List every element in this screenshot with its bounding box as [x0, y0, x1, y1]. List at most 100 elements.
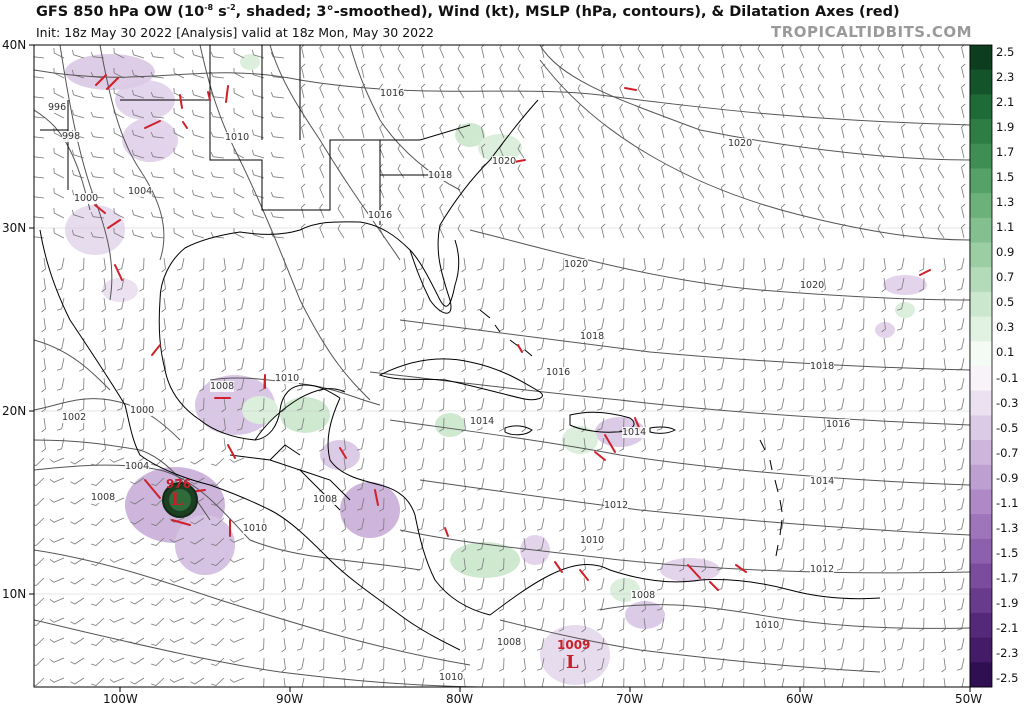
wind-barb — [361, 163, 366, 179]
wind-barb — [896, 257, 905, 271]
wind-barb — [799, 577, 805, 592]
wind-barb — [881, 537, 886, 553]
colorbar-swatch — [970, 538, 992, 565]
wind-barb — [79, 357, 85, 372]
wind-barb — [941, 517, 946, 533]
wind-barb — [541, 163, 546, 179]
wind-barb — [499, 397, 505, 412]
wind-barb — [90, 91, 105, 99]
wind-barb — [461, 597, 466, 613]
wind-barb — [761, 337, 766, 353]
wind-barb — [776, 337, 785, 351]
wind-barb — [401, 297, 406, 313]
wind-barb — [781, 63, 786, 79]
wind-barb — [211, 477, 225, 486]
wind-barb — [941, 557, 946, 573]
wind-barb — [319, 557, 325, 572]
wind-barb — [596, 557, 605, 571]
wind-barb — [581, 517, 586, 533]
wind-barb — [536, 357, 545, 371]
wind-barb — [236, 377, 245, 391]
wind-barb — [821, 637, 826, 653]
wind-barb — [91, 517, 105, 526]
wind-barb — [116, 277, 125, 291]
wind-barb — [281, 597, 286, 613]
wind-barb — [776, 477, 785, 491]
wind-barb — [541, 143, 546, 159]
wind-barb — [150, 151, 165, 159]
wind-barb — [581, 397, 586, 413]
wind-barb — [757, 124, 765, 139]
isobar-label: 1010 — [755, 620, 780, 631]
wind-barb — [319, 183, 325, 199]
wind-barb — [877, 144, 885, 159]
colorbar-swatch — [970, 267, 992, 293]
wind-barb — [901, 183, 906, 199]
wind-barb — [401, 497, 406, 513]
wind-barb — [461, 397, 466, 413]
wind-barb — [739, 637, 745, 652]
wind-barb — [799, 557, 805, 572]
wind-barb — [637, 84, 645, 99]
wind-barb — [49, 517, 65, 523]
wind-barb — [701, 537, 706, 553]
wind-barb — [379, 517, 385, 532]
isobar-label: 1010 — [580, 535, 605, 546]
wind-barb — [150, 51, 165, 59]
wind-barb — [521, 617, 526, 633]
wind-barb — [701, 257, 706, 273]
isobar-label: 1020 — [728, 138, 753, 149]
wind-barb — [461, 297, 466, 313]
wind-barb — [701, 617, 706, 633]
wind-barb — [109, 557, 125, 563]
wind-barb — [229, 597, 245, 603]
wind-barb — [881, 497, 886, 513]
colorbar-swatch — [970, 366, 992, 392]
wind-barb — [481, 183, 486, 199]
wind-barb — [896, 297, 905, 311]
low-pressure-label: 1009 — [557, 638, 591, 652]
isobar-label: 1020 — [492, 156, 517, 167]
wind-barb — [173, 207, 185, 219]
wind-barb — [761, 477, 766, 493]
wind-barb — [476, 337, 485, 351]
wind-barb — [173, 227, 185, 239]
wind-barb — [301, 203, 306, 219]
wind-barb — [881, 517, 886, 533]
wind-barb — [151, 477, 165, 486]
wind-barb — [919, 143, 925, 159]
wind-barb — [229, 537, 245, 543]
wind-barb — [637, 164, 645, 179]
wind-barb — [113, 87, 125, 99]
wind-barb — [836, 477, 845, 491]
wind-barb — [79, 437, 85, 452]
wind-barb — [919, 277, 925, 292]
colorbar-swatch — [970, 390, 992, 416]
wind-barb — [439, 517, 445, 532]
wind-barb — [836, 437, 845, 451]
wind-barb — [356, 517, 365, 531]
wind-barb — [476, 537, 485, 551]
wind-barb — [132, 229, 145, 239]
wind-barb — [679, 377, 685, 392]
colorbar-label: 1.1 — [996, 220, 1015, 235]
wind-barb — [361, 223, 366, 239]
wind-barb — [457, 64, 465, 79]
wind-barb — [34, 637, 45, 646]
wind-barb — [683, 677, 685, 687]
wind-barb — [356, 657, 365, 671]
wind-barb — [356, 357, 365, 371]
wind-barb — [34, 537, 45, 546]
wind-barb — [263, 677, 265, 687]
wind-barb — [841, 183, 846, 199]
wind-barb — [716, 297, 725, 311]
wind-barb — [581, 637, 586, 653]
wind-barb — [739, 83, 745, 99]
wind-barb — [601, 223, 606, 239]
wind-barb — [233, 87, 245, 99]
wind-barb — [236, 297, 245, 311]
wind-barb — [319, 337, 325, 352]
wind-barb — [79, 317, 85, 332]
wind-barb — [53, 207, 65, 219]
wind-barb — [439, 457, 445, 472]
